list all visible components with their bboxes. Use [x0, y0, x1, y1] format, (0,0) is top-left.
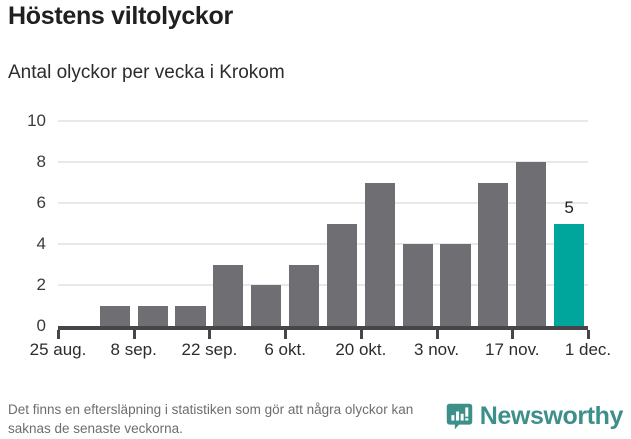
bar — [478, 182, 509, 326]
x-axis-tick — [511, 330, 515, 339]
y-axis-tick-label: 0 — [36, 316, 46, 335]
bar — [440, 244, 471, 326]
gridline — [58, 120, 588, 122]
x-axis-line — [58, 326, 588, 330]
bar — [553, 223, 585, 326]
bar — [137, 305, 168, 326]
bar — [288, 264, 320, 326]
chart-title: Höstens viltolyckor — [8, 2, 233, 30]
y-axis-tick-label: 4 — [36, 234, 46, 253]
bar — [175, 305, 206, 326]
bar-chart-bubble-icon — [446, 403, 473, 430]
x-axis-tick-label: 22 sep. — [181, 340, 238, 359]
x-axis-tick-label: 3 nov. — [414, 340, 460, 359]
x-axis-tick — [359, 330, 363, 339]
bar — [251, 285, 282, 326]
y-axis-tick-label: 10 — [27, 111, 46, 130]
x-axis-tick — [132, 330, 136, 339]
x-axis-tick — [208, 330, 212, 339]
bar — [364, 182, 395, 326]
x-axis-tick-label: 25 aug. — [29, 340, 87, 359]
x-axis-tick — [587, 330, 590, 339]
y-axis-tick-label: 8 — [36, 152, 46, 171]
x-axis-tick — [284, 330, 288, 339]
x-axis-tick-label: 6 okt. — [264, 340, 306, 359]
x-axis-tick-label: 8 sep. — [110, 340, 157, 359]
y-axis-tick-label: 2 — [36, 275, 46, 294]
bar — [516, 162, 547, 326]
gridline — [58, 284, 588, 286]
x-axis-tick-label: 1 dec. — [564, 340, 612, 359]
gridline — [58, 243, 588, 245]
brand-name: Newsworthy — [479, 402, 624, 430]
x-axis-tick — [435, 330, 439, 339]
y-axis-tick-label: 6 — [36, 193, 46, 212]
bar — [213, 264, 244, 326]
bar-value-label: 5 — [564, 197, 574, 217]
brand-logo: Newsworthy — [446, 403, 623, 430]
bar — [99, 305, 130, 326]
gridline — [58, 161, 588, 163]
bar — [326, 223, 358, 326]
x-axis-tick — [57, 330, 60, 339]
x-axis-tick-label: 17 nov. — [485, 340, 540, 359]
chart-subtitle: Antal olyckor per vecka i Krokom — [8, 62, 285, 83]
x-axis-tick-label: 20 okt. — [335, 340, 387, 359]
gridline — [58, 202, 588, 204]
chart-footnote: Det finns en eftersläpning i statistiken… — [8, 402, 414, 437]
bar — [402, 244, 433, 326]
